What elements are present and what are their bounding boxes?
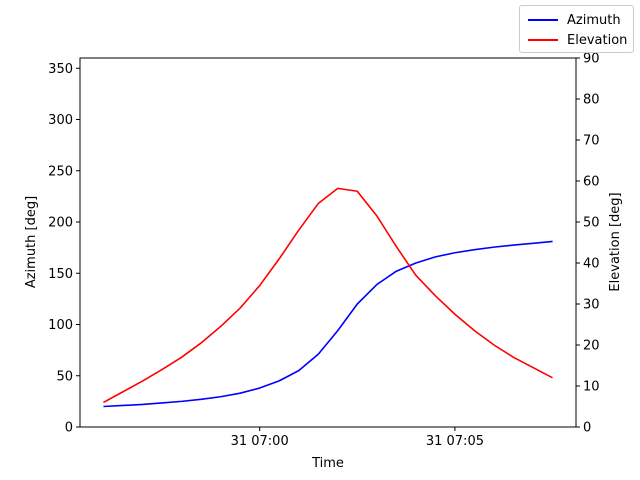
y-right-tick-label: 50: [583, 216, 600, 231]
y-right-tick-label: 60: [583, 175, 600, 190]
legend-swatch-azimuth: [528, 19, 558, 21]
series-line-elevation: [103, 187, 553, 404]
y-left-tick-label: 0: [65, 421, 73, 436]
legend-label-azimuth: Azimuth: [567, 12, 621, 28]
series-line-azimuth: [103, 240, 553, 408]
y-axis-label-left: Azimuth [deg]: [24, 196, 39, 288]
y-right-tick-label: 40: [583, 257, 600, 272]
legend: Azimuth Elevation: [519, 5, 634, 53]
y-left-tick-label: 100: [48, 318, 73, 333]
legend-swatch-elevation: [528, 39, 558, 41]
y-right-tick-label: 80: [583, 93, 600, 108]
series-layer: [103, 187, 553, 408]
legend-label-elevation: Elevation: [567, 32, 628, 48]
y-right-tick-label: 10: [583, 380, 600, 395]
x-axis-label: Time: [311, 456, 344, 471]
axes-layer: 0 50 100 150 200 250 300 350 0 10 20 30 40 50 60 70 80 90…: [48, 52, 599, 450]
y-left-tick-label: 300: [48, 113, 73, 128]
y-left-tick-label: 150: [48, 267, 73, 282]
y-axis-label-right: Elevation [deg]: [608, 192, 623, 291]
plot-area: [80, 58, 576, 427]
y-left-tick-label: 350: [48, 62, 73, 77]
y-right-tick-label: 70: [583, 134, 600, 149]
legend-item-azimuth: Azimuth: [528, 11, 621, 29]
x-tick-label: 31 07:00: [231, 434, 289, 449]
x-tick-label: 31 07:05: [426, 434, 484, 449]
y-left-tick-label: 250: [48, 164, 73, 179]
y-left-tick-label: 50: [56, 369, 73, 384]
legend-item-elevation: Elevation: [528, 31, 627, 49]
y-right-tick-label: 20: [583, 339, 600, 354]
y-left-tick-label: 200: [48, 216, 73, 231]
y-right-tick-label: 30: [583, 298, 600, 313]
plot-frame: [79, 57, 577, 428]
y-right-tick-label: 90: [583, 52, 600, 67]
y-right-tick-label: 0: [583, 421, 591, 436]
